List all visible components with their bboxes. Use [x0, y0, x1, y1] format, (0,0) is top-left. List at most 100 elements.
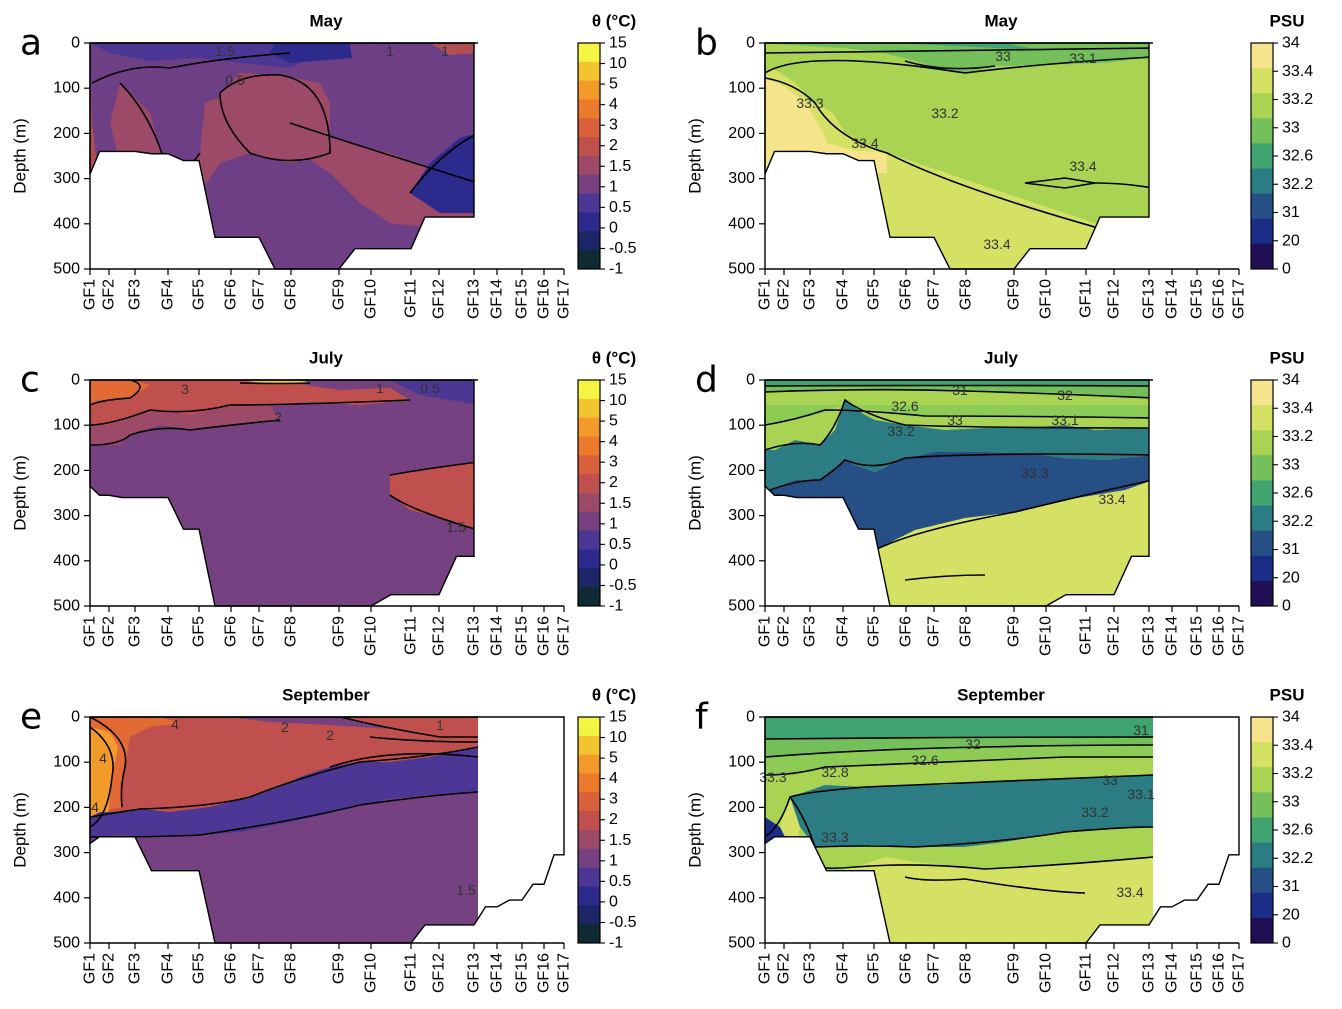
colorbar-swatch	[578, 717, 600, 737]
x-tick-label: GF1	[82, 279, 99, 310]
x-tick-label: GF7	[926, 279, 943, 310]
contour-line	[765, 384, 1149, 387]
contour-label: 1.5	[215, 43, 235, 59]
zone-33	[765, 43, 1149, 73]
colorbar-theta: 15 10 5 4 3 2 1.5 1 0.5 0 -0.5 -1 θ (°C)	[577, 12, 637, 278]
colorbar-swatch	[1251, 817, 1273, 844]
colorbar-label: 2	[609, 811, 618, 828]
colorbar-swatch	[578, 811, 600, 831]
x-tick-label: GF6	[223, 953, 240, 984]
y-tick-label: 100	[53, 754, 80, 771]
colorbar-label: 34	[1282, 709, 1300, 726]
zone-extra	[430, 43, 474, 55]
colorbar-label: 33.4	[1282, 400, 1313, 417]
x-tick-label: GF16	[536, 279, 553, 319]
colorbar-label: -0.5	[609, 914, 637, 931]
x-tick-label: GF15	[514, 953, 531, 993]
field-b	[765, 43, 1149, 269]
zone-3	[90, 380, 150, 405]
colorbar-label: 0.5	[609, 873, 631, 890]
x-tick-label: GF2	[101, 279, 118, 310]
contour-line	[90, 717, 127, 808]
y-tick-label: 0	[71, 709, 80, 726]
colorbar-label: 0	[1282, 935, 1291, 952]
x-tick-label: GF13	[1141, 616, 1158, 656]
zone-1	[90, 43, 320, 68]
x-tick-label: GF1	[82, 616, 99, 647]
x-tick-label: GF17	[556, 953, 573, 993]
contour-line	[90, 399, 411, 426]
panel-letter: c	[20, 360, 40, 401]
panel-title: July	[984, 349, 1019, 368]
x-tick-label: GF12	[1106, 279, 1123, 319]
x-tick-label: GF17	[1231, 953, 1248, 993]
panel-title: May	[984, 12, 1018, 31]
colorbar-swatch	[578, 61, 600, 82]
contour-line	[90, 419, 281, 446]
colorbar-label: 0	[609, 556, 618, 573]
zone-32_2	[765, 400, 1149, 492]
panel-title: July	[309, 349, 344, 368]
colorbar-label: 0	[1282, 598, 1291, 615]
x-tick-label: GF6	[898, 616, 915, 647]
y-tick-label: 300	[728, 844, 755, 861]
y-axis-label: Depth (m)	[11, 455, 30, 531]
y-tick-label: 0	[746, 709, 755, 726]
contour-label: 33.1	[1127, 786, 1154, 802]
colorbar-swatch	[578, 568, 600, 588]
x-tick-label: GF12	[431, 279, 448, 319]
x-tick-label: GF5	[866, 279, 883, 310]
colorbar-label: 10	[609, 392, 627, 409]
contour-line	[90, 380, 141, 406]
colorbar-swatch	[1251, 218, 1273, 245]
x-tick-label: GF2	[101, 616, 118, 647]
colorbar-swatch	[578, 792, 600, 812]
zone-34	[765, 78, 887, 173]
bathymetry-outline	[764, 42, 1150, 270]
colorbar-label: 4	[609, 433, 618, 450]
y-tick-label: 0	[746, 372, 755, 389]
contour-label: 33	[995, 48, 1011, 64]
colorbar-label: -1	[609, 261, 623, 278]
contour-label: 33.4	[1116, 884, 1143, 900]
x-tick-label: GF8	[958, 616, 975, 647]
x-tick-label: GF15	[1189, 279, 1206, 319]
x-tick-label: GF11	[1078, 953, 1095, 992]
colorbar-swatch	[578, 436, 600, 456]
contour-label: 31	[1133, 722, 1149, 738]
colorbar-label: 33	[1282, 456, 1300, 473]
zone-extra	[340, 717, 478, 737]
y-axis-label: Depth (m)	[11, 792, 30, 868]
colorbar-swatch	[578, 493, 600, 513]
x-tick-label: GF10	[363, 279, 380, 319]
x-tick-label: GF11	[403, 279, 420, 318]
contour-label: 33.3	[1021, 465, 1048, 481]
colorbar-swatch	[1251, 742, 1273, 768]
y-tick-label: 200	[53, 462, 80, 479]
zone-extra	[270, 43, 352, 63]
x-tick-label: GF14	[1164, 953, 1181, 993]
colorbar-swatch	[578, 848, 600, 869]
x-tick-label: GF8	[283, 616, 300, 647]
colorbar-swatch	[1251, 68, 1273, 94]
x-tick-label: GF13	[466, 953, 483, 993]
contour-line	[765, 56, 1149, 74]
contour-label: 33.4	[1069, 158, 1096, 174]
colorbar-label: -1	[609, 935, 623, 952]
colorbar-title: PSU	[1270, 686, 1305, 705]
x-tick-label: GF6	[223, 616, 240, 647]
colorbar-label: 33.2	[1282, 91, 1313, 108]
colorbar-swatch	[1251, 530, 1273, 557]
colorbar-swatch	[578, 905, 600, 925]
x-tick-label: GF9	[331, 616, 348, 647]
contour-line	[765, 756, 1153, 776]
contour-label: 33.4	[1098, 491, 1125, 507]
zone-32_6	[765, 717, 1153, 739]
colorbar-swatch	[578, 250, 600, 270]
y-tick-label: 100	[53, 417, 80, 434]
colorbar-label: 34	[1282, 372, 1300, 389]
contour-label: 0.5	[225, 72, 245, 88]
colorbar-psu: 34 33.4 33.2 33 32.6 32.2 31 20 0 PSU	[1250, 686, 1313, 952]
